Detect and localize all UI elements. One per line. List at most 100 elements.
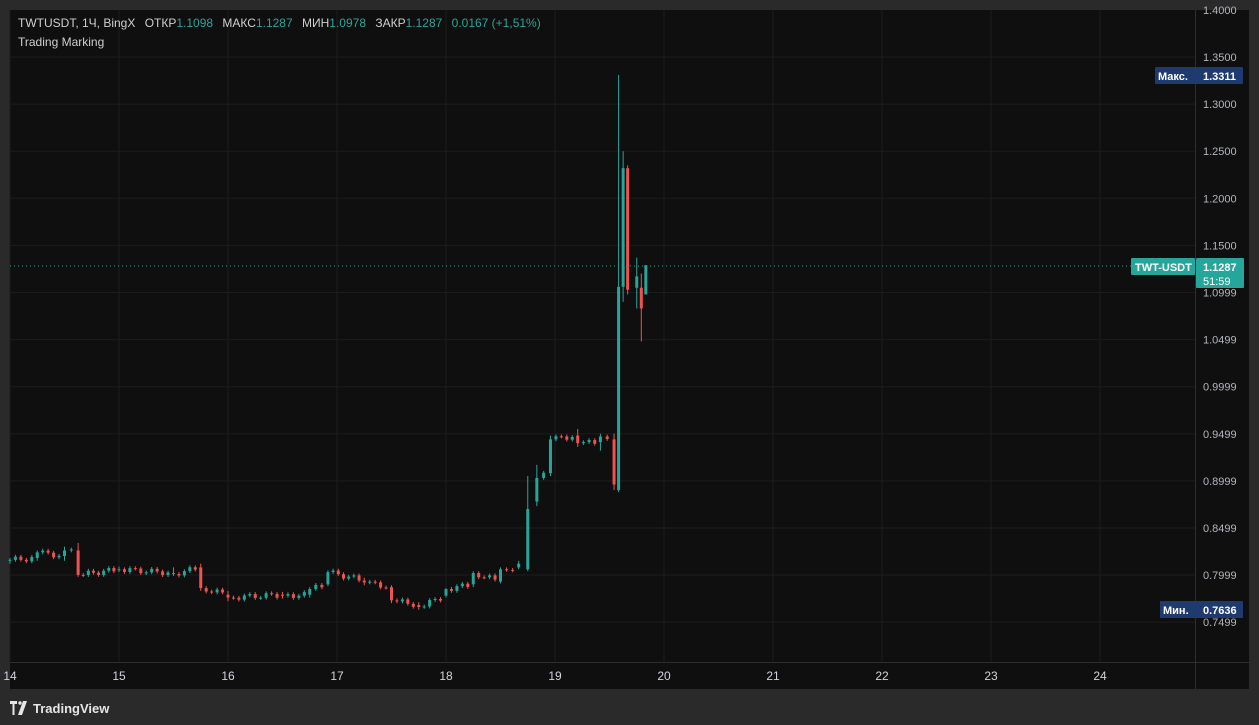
candle-body (341, 574, 345, 579)
candle-body (581, 442, 585, 444)
candle-body (570, 437, 574, 440)
max-badge-label: Макс. (1158, 71, 1188, 83)
price-tick-label: 0.7999 (1203, 570, 1237, 582)
candle-body (466, 583, 470, 587)
candle-body (13, 556, 17, 560)
candle-body (46, 550, 50, 553)
candle-body (535, 477, 539, 502)
time-tick-label: 24 (1093, 669, 1107, 683)
tradingview-logo-icon (10, 701, 27, 715)
candle-body (133, 568, 137, 570)
max-price-badge: Макс. 1.3311 (1155, 67, 1243, 84)
tradingview-brand: TradingView (33, 700, 110, 716)
price-tick-label: 1.2500 (1203, 146, 1237, 158)
candle-body (231, 597, 235, 599)
candle-body (112, 568, 116, 572)
candle-body (612, 439, 616, 485)
time-tick-label: 16 (221, 669, 235, 683)
time-tick-label: 22 (875, 669, 889, 683)
candle-body (499, 569, 502, 582)
candle-body (526, 509, 530, 570)
candle-body (144, 572, 148, 574)
candle-body (177, 573, 181, 576)
candle-body (264, 593, 268, 598)
chart-pane[interactable] (10, 10, 1249, 689)
candle-body (226, 594, 230, 598)
price-tick-label: 0.8999 (1203, 476, 1237, 488)
candle-body (63, 550, 66, 557)
candle-body (204, 588, 208, 592)
candle-body (86, 570, 90, 576)
candle-body (308, 589, 312, 595)
open-value: 1.1098 (176, 16, 214, 30)
candle-body (253, 594, 257, 598)
candle-body (102, 570, 106, 575)
price-tick-label: 1.4000 (1203, 5, 1237, 17)
candle-body (517, 563, 521, 568)
candle-body (428, 600, 432, 607)
candle-body (122, 569, 126, 572)
candle-body (259, 597, 263, 599)
candle-body (52, 552, 56, 558)
candle-body (291, 594, 295, 598)
candle-body (400, 599, 404, 602)
candle-body (471, 573, 475, 585)
candle-body (406, 599, 410, 604)
price-tick-label: 1.3500 (1203, 52, 1237, 64)
candle-body (626, 168, 630, 290)
candle-body (357, 575, 361, 581)
countdown: 51:59 (1203, 276, 1231, 288)
time-tick-label: 15 (112, 669, 126, 683)
indicator-legend[interactable]: Trading Marking (18, 35, 105, 49)
candle-body (493, 575, 497, 580)
candle-body (155, 568, 159, 572)
candle-body (621, 168, 625, 287)
candle-body (286, 594, 290, 596)
candle-body (644, 265, 648, 295)
candle-body (210, 591, 214, 593)
candle-body (166, 572, 170, 576)
candle-body (8, 559, 12, 561)
low-value: 1.0978 (329, 16, 366, 30)
candle-body (542, 472, 546, 478)
candle-body (91, 570, 95, 573)
min-badge-value: 0.7636 (1203, 605, 1237, 617)
candle-body (193, 567, 197, 570)
candle-body (19, 556, 23, 560)
candle-body (605, 436, 609, 440)
candle-body (248, 594, 252, 596)
candle-body (352, 575, 356, 577)
time-axis[interactable]: 14 15 16 17 18 19 20 21 22 23 24 (3, 669, 1107, 683)
candle-body (331, 570, 335, 573)
candle-body (593, 440, 597, 444)
candle-body (199, 567, 203, 589)
candle-body (188, 567, 192, 572)
candle-body (559, 436, 563, 438)
candle-body (639, 287, 643, 309)
candle-body (302, 592, 306, 596)
candle-body (455, 586, 459, 591)
candle-body (417, 605, 421, 607)
time-tick-label: 19 (548, 669, 562, 683)
price-tick-label: 0.9999 (1203, 382, 1237, 394)
candle-body (270, 593, 274, 595)
candle-body (384, 587, 388, 589)
time-tick-label: 20 (657, 669, 671, 683)
price-axis[interactable]: 1.4000 1.3500 1.3000 1.2500 1.2000 1.1500 1.09… (1203, 5, 1237, 629)
candle-body (41, 550, 45, 553)
candle-body (460, 583, 464, 587)
min-badge-label: Мин. (1163, 605, 1189, 617)
symbol-info[interactable]: TWTUSDT, 1Ч, BingX (18, 16, 136, 30)
max-badge-value: 1.3311 (1203, 71, 1236, 83)
candle-body (326, 572, 330, 585)
candle-body (505, 569, 509, 571)
close-value: 1.1287 (405, 16, 443, 30)
candle-body (242, 595, 246, 600)
candle-body (35, 552, 39, 558)
tradingview-footer[interactable]: TradingView (10, 698, 109, 718)
symbol-legend[interactable]: TWTUSDT, 1Ч, BingX ОТКР1.1098 МАКС1.1287… (18, 16, 541, 30)
low-label: МИН (302, 16, 330, 30)
candle-body (107, 568, 111, 571)
candle-body (336, 570, 340, 575)
